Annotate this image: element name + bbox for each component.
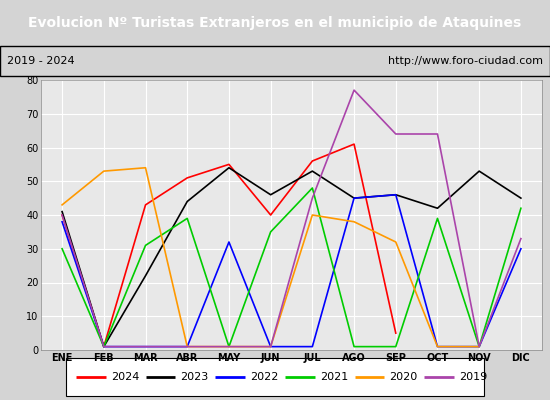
Text: 2020: 2020 — [389, 372, 417, 382]
Text: 2024: 2024 — [111, 372, 139, 382]
Text: 2019: 2019 — [459, 372, 487, 382]
Text: 2023: 2023 — [180, 372, 208, 382]
Text: 2019 - 2024: 2019 - 2024 — [7, 56, 74, 66]
Text: Evolucion Nº Turistas Extranjeros en el municipio de Ataquines: Evolucion Nº Turistas Extranjeros en el … — [29, 16, 521, 30]
Text: 2022: 2022 — [250, 372, 278, 382]
Text: 2021: 2021 — [320, 372, 348, 382]
Text: http://www.foro-ciudad.com: http://www.foro-ciudad.com — [388, 56, 543, 66]
